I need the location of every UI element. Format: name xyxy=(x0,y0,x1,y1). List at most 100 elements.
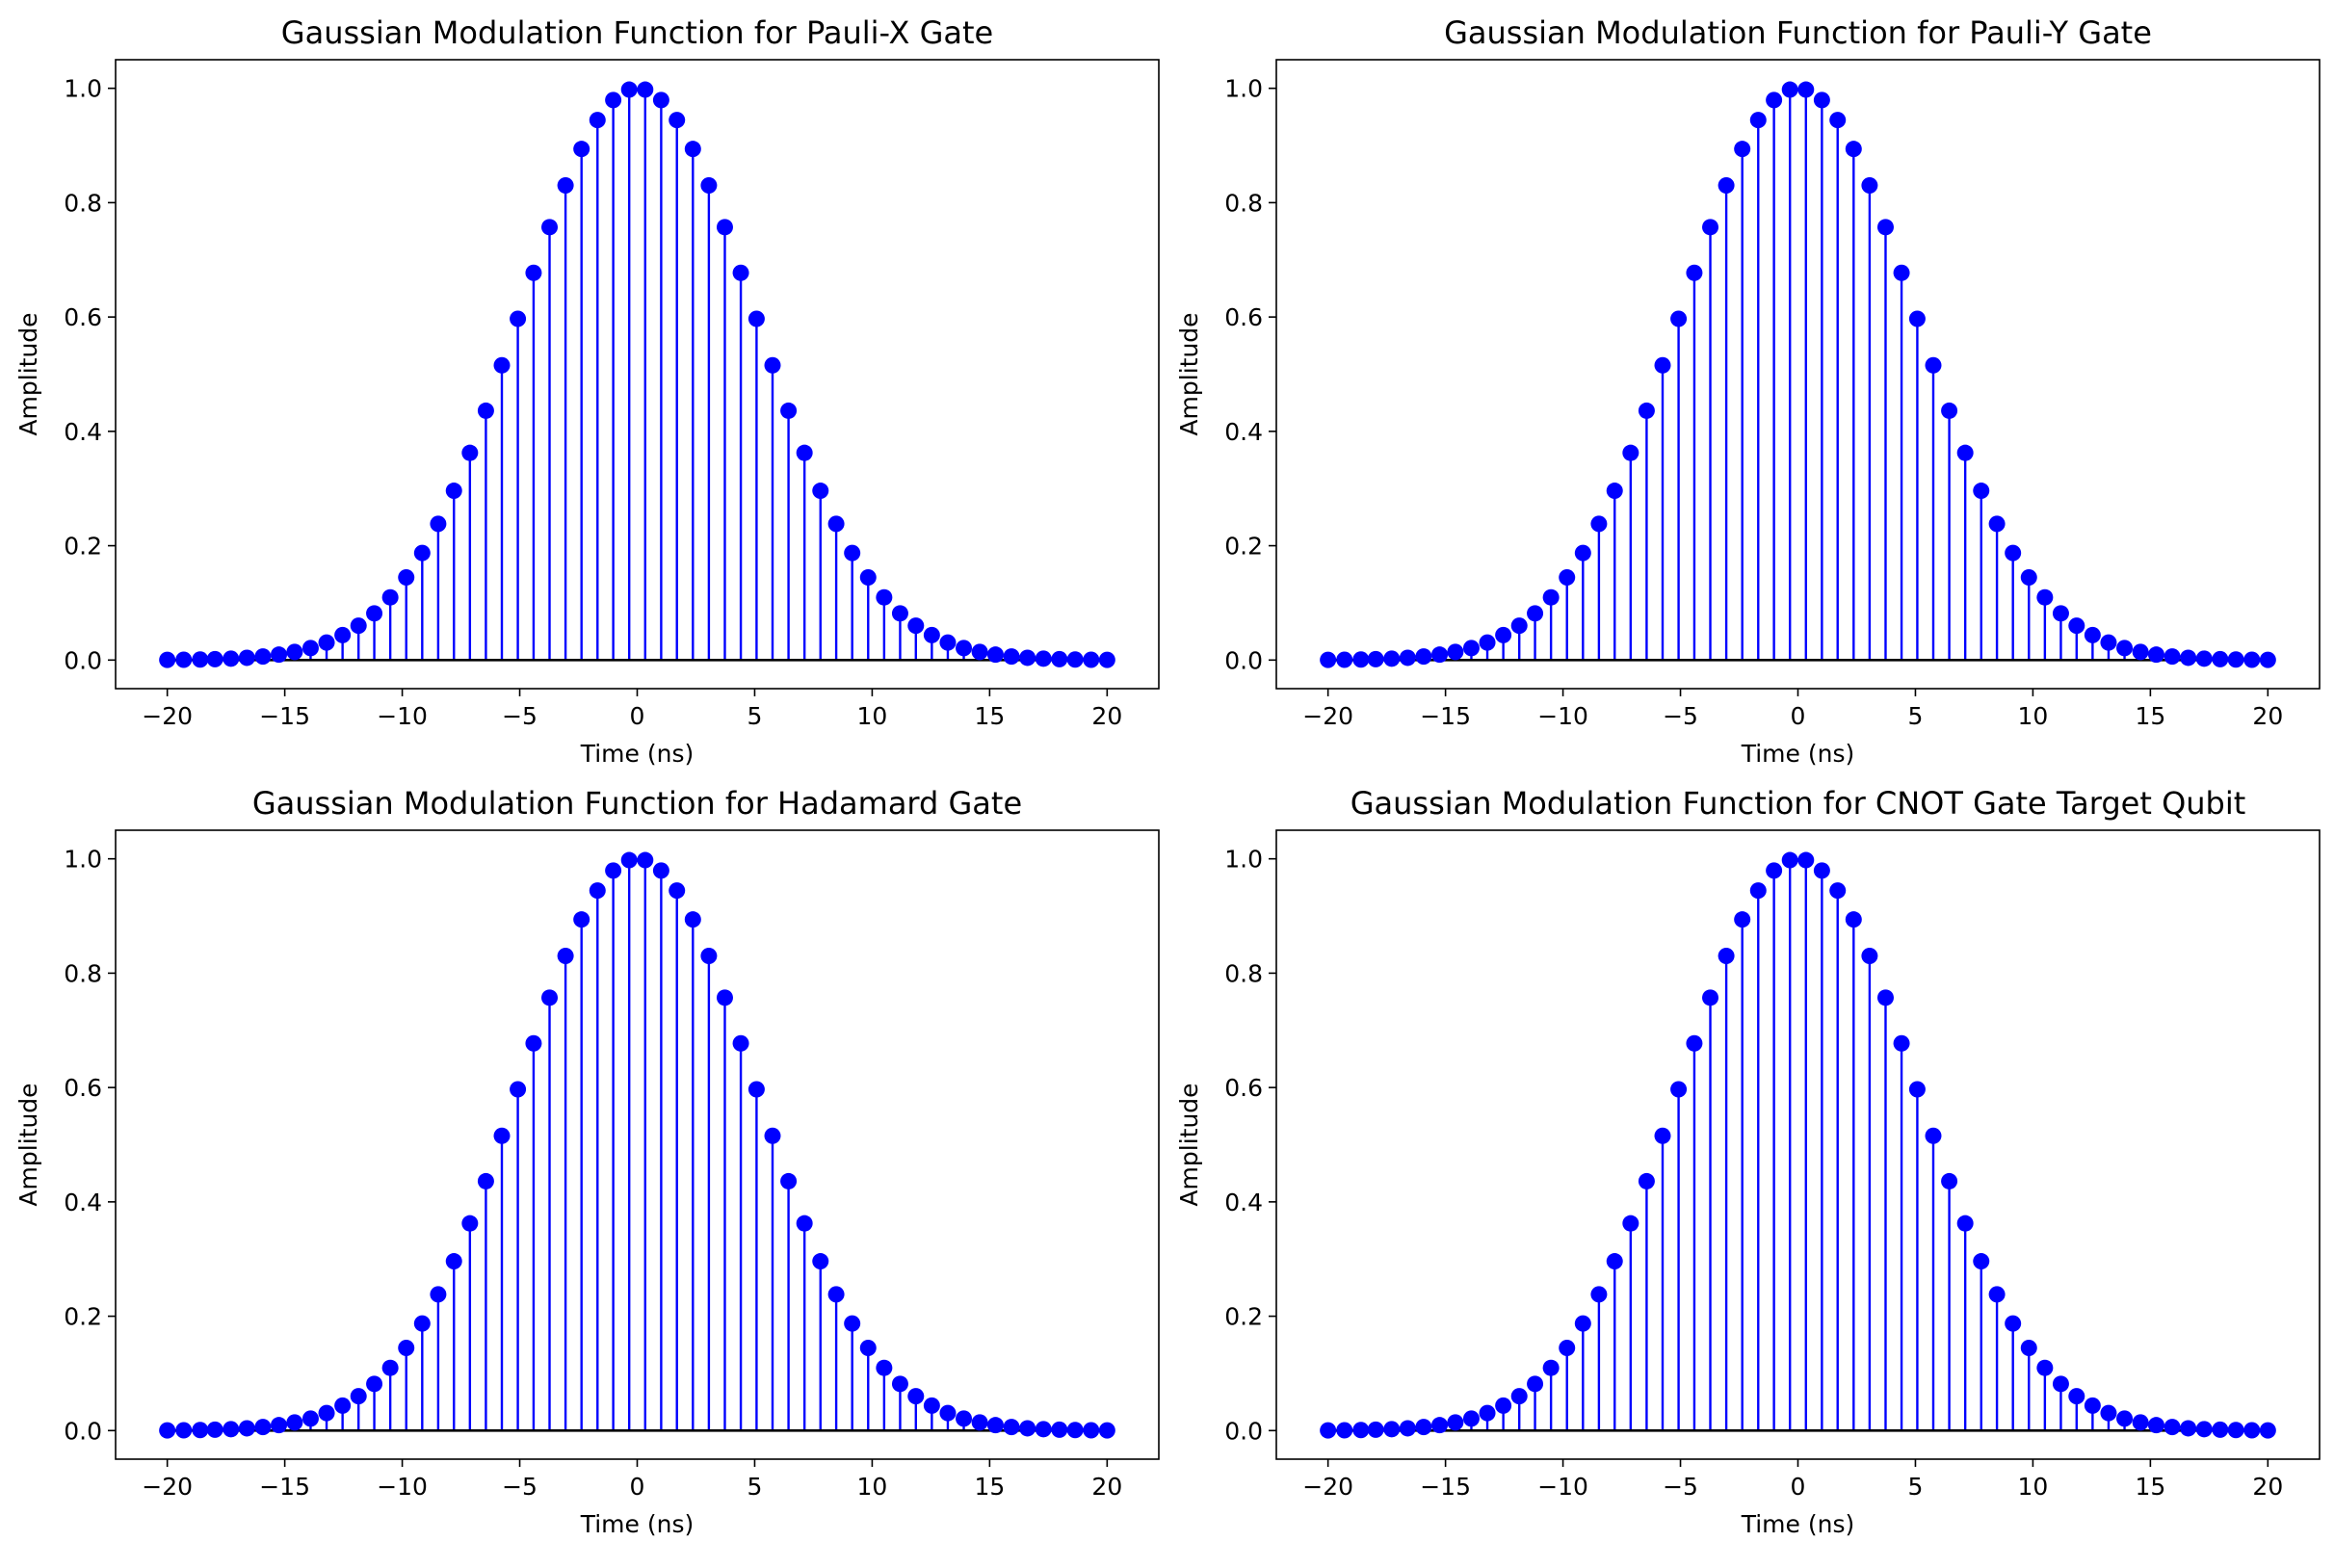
stem-marker xyxy=(2052,605,2069,622)
stem-marker xyxy=(1956,1215,1974,1232)
x-tick-label: 0 xyxy=(1791,1473,1806,1501)
x-tick-label: −10 xyxy=(1537,702,1588,730)
x-tick-label: −20 xyxy=(1302,1473,1353,1501)
stem-marker xyxy=(939,1404,957,1422)
stem-marker xyxy=(1083,651,1100,668)
y-tick-label: 0.4 xyxy=(64,418,102,446)
stem-marker xyxy=(2084,626,2101,643)
chart-title: Gaussian Modulation Function for Pauli-Y… xyxy=(1444,14,2152,51)
x-tick-label: −10 xyxy=(1537,1473,1588,1501)
stem-marker xyxy=(334,1397,352,1414)
y-tick-label: 0.0 xyxy=(64,646,102,674)
chart-title: Gaussian Modulation Function for Pauli-X… xyxy=(281,14,993,51)
x-tick-label: 10 xyxy=(857,1473,888,1501)
stem-marker xyxy=(573,141,590,158)
x-axis-label: Time (ns) xyxy=(580,740,695,768)
stem-marker xyxy=(1559,1340,1576,1357)
stem-marker xyxy=(2180,1420,2197,1437)
stem-marker xyxy=(2036,588,2054,606)
stem-marker xyxy=(1495,626,1512,643)
y-tick-label: 0.0 xyxy=(1224,1417,1263,1445)
stem-marker xyxy=(1638,402,1655,419)
x-tick-label: 10 xyxy=(2018,1473,2049,1501)
stem-marker xyxy=(2195,1421,2213,1438)
stem-marker xyxy=(1431,646,1449,664)
stem-marker xyxy=(366,605,383,622)
y-tick-label: 0.2 xyxy=(1224,533,1263,561)
stem-marker xyxy=(827,515,845,533)
stem-marker xyxy=(318,1404,335,1422)
stem-marker xyxy=(286,643,303,661)
stem-marker xyxy=(716,989,733,1006)
stem-marker xyxy=(1051,650,1068,667)
stem-marker xyxy=(254,648,272,666)
stem-marker xyxy=(2068,617,2085,635)
y-tick-label: 0.4 xyxy=(1224,1189,1263,1216)
x-tick-label: 20 xyxy=(2252,702,2283,730)
stem-marker xyxy=(1941,1172,1958,1189)
stem-marker xyxy=(1510,617,1528,635)
stem-marker xyxy=(1479,634,1496,651)
stem-marker xyxy=(1734,911,1751,928)
y-tick-label: 1.0 xyxy=(1224,846,1263,874)
stem-marker xyxy=(206,1421,223,1438)
y-tick-label: 0.2 xyxy=(64,533,102,561)
stem-marker xyxy=(1766,862,1783,879)
stem-marker xyxy=(557,947,574,964)
stem-marker xyxy=(669,882,686,900)
stem-marker xyxy=(1638,1172,1655,1189)
stem-marker xyxy=(254,1419,272,1436)
stem-marker xyxy=(541,219,559,236)
x-tick-label: 0 xyxy=(630,1473,645,1501)
stem-marker xyxy=(747,1081,765,1098)
stem-marker xyxy=(1702,219,1719,236)
stem-marker xyxy=(238,649,255,666)
stem-marker xyxy=(206,650,223,667)
stem-marker xyxy=(1462,1410,1480,1427)
stem-marker xyxy=(2227,651,2244,668)
stem-marker xyxy=(939,634,957,651)
stem-marker xyxy=(1893,264,1910,281)
stem-marker xyxy=(1367,1421,1384,1438)
stem-marker xyxy=(764,1127,781,1144)
x-tick-label: 15 xyxy=(2135,1473,2165,1501)
stem-marker xyxy=(2116,640,2134,657)
stem-marker xyxy=(1829,882,1847,900)
stem-marker xyxy=(1462,640,1480,657)
stem-marker xyxy=(684,911,701,928)
chart-panel-4: Gaussian Modulation Function for CNOT Ga… xyxy=(1175,785,2321,1538)
stem-marker xyxy=(477,1172,494,1189)
stem-marker xyxy=(716,219,733,236)
stem-marker xyxy=(859,1340,877,1357)
stem-marker xyxy=(589,112,606,129)
stem-marker xyxy=(1035,650,1052,667)
stem-marker xyxy=(669,112,686,129)
stem-marker xyxy=(1606,1253,1623,1270)
stem-marker xyxy=(1527,605,1544,622)
x-tick-label: −5 xyxy=(502,1473,538,1501)
stem-marker xyxy=(1066,1422,1084,1439)
plot-frame xyxy=(1275,59,2321,690)
stem-marker xyxy=(1003,648,1020,666)
stem-marker xyxy=(684,141,701,158)
stem-marker xyxy=(302,640,319,657)
stem-marker xyxy=(2212,650,2229,667)
stem-marker xyxy=(1019,649,1036,666)
stem-marker xyxy=(159,1422,176,1439)
stem-marker xyxy=(1702,989,1719,1006)
x-tick-label: 15 xyxy=(2135,702,2165,730)
y-tick-label: 0.6 xyxy=(1224,303,1263,331)
stem-marker xyxy=(557,176,574,194)
stem-marker xyxy=(1320,651,1337,668)
x-tick-label: −5 xyxy=(502,702,538,730)
stem-marker xyxy=(366,1375,383,1393)
stem-marker xyxy=(1367,650,1384,667)
stem-marker xyxy=(637,81,654,98)
stem-marker xyxy=(1542,1359,1560,1376)
x-tick-label: −15 xyxy=(259,702,310,730)
stem-marker xyxy=(2132,643,2149,661)
stem-marker xyxy=(413,1315,431,1332)
stem-marker xyxy=(1320,1422,1337,1439)
